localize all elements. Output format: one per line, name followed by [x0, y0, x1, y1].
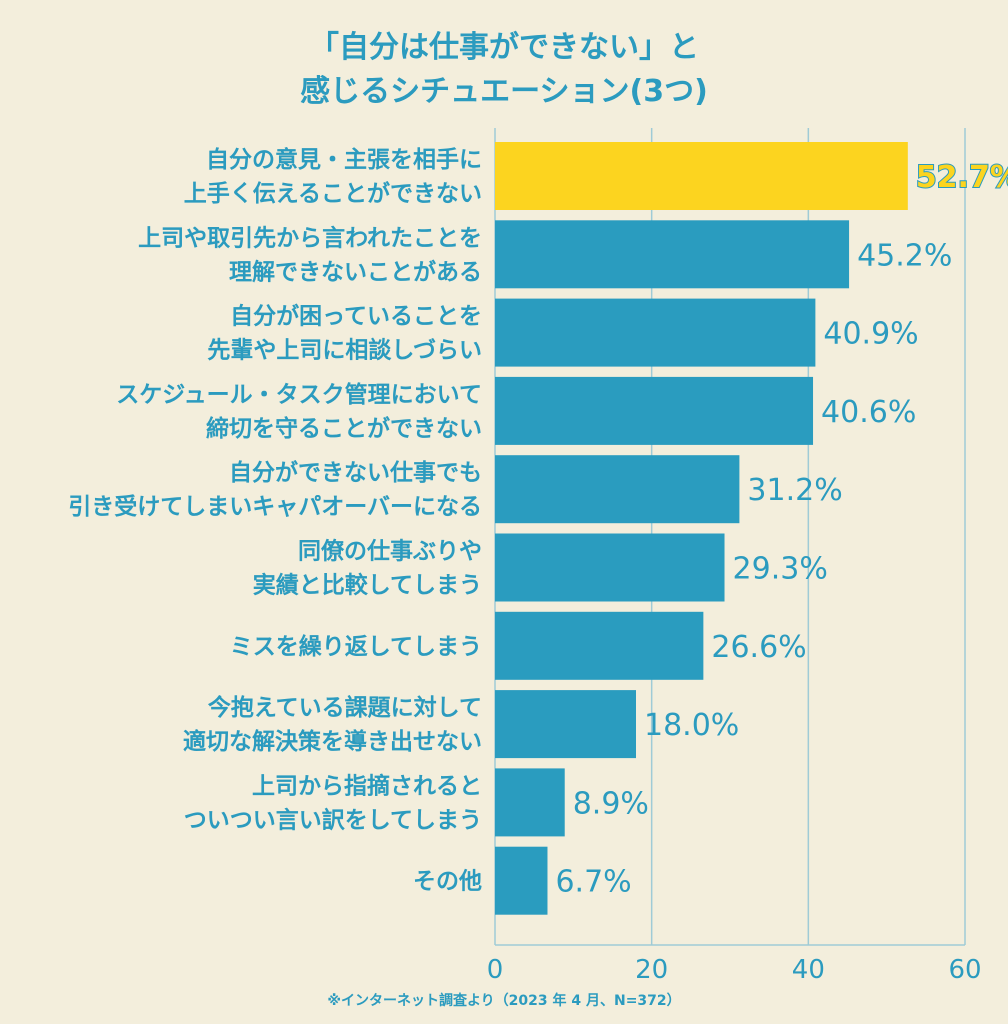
value-label: 40.9% [823, 317, 918, 352]
value-label: 52.7% [916, 160, 1008, 195]
category-label: 上手く伝えることができない [184, 180, 482, 207]
bar [495, 142, 908, 210]
bar [495, 611, 704, 680]
value-label: 29.3% [733, 552, 828, 587]
x-tick-label: 0 [487, 955, 504, 985]
category-label: 自分ができない仕事でも [229, 459, 482, 486]
x-tick-label: 20 [635, 955, 668, 985]
category-label: ついつい言い訳をしてしまう [184, 806, 482, 833]
bar [495, 298, 816, 367]
category-label: 実績と比較してしまう [253, 572, 482, 599]
value-label: 6.7% [555, 865, 631, 900]
category-label: 引き受けてしまいキャパオーバーになる [68, 493, 482, 520]
chart-title-line-2: 感じるシチュエーション(3つ) [300, 74, 708, 109]
bar [495, 690, 636, 759]
category-label: 上司から指摘されると [252, 772, 482, 799]
category-label: 自分の意見・主張を相手に [206, 146, 482, 173]
value-label: 8.9% [573, 786, 649, 821]
category-label: 締切を守ることができない [206, 415, 482, 442]
x-tick-label: 40 [792, 955, 825, 985]
category-label: 先輩や上司に相談しづらい [207, 337, 482, 364]
bar [495, 376, 814, 445]
category-label: 自分が困っていることを [230, 303, 482, 330]
chart-title: 「自分は仕事ができない」と 感じるシチュエーション(3つ) [0, 26, 1008, 114]
category-label: その他 [413, 869, 482, 895]
value-label: 45.2% [857, 238, 952, 273]
value-label: 18.0% [644, 708, 739, 743]
x-tick-label: 60 [948, 955, 981, 985]
value-label: 31.2% [747, 473, 842, 508]
category-label: 上司や取引先から言われたことを [138, 224, 482, 251]
bar [495, 768, 565, 837]
footnote: ※インターネット調査より（2023 年 4 月、N=372） [327, 993, 681, 1009]
value-label: 26.6% [711, 630, 806, 665]
bar [495, 846, 548, 915]
category-label: スケジュール・タスク管理において [116, 381, 482, 408]
category-label: ミスを繰り返してしまう [230, 633, 482, 660]
category-label: 理解できないことがある [229, 258, 482, 285]
chart-title-line-1: 「自分は仕事ができない」と [309, 30, 699, 65]
bar [495, 220, 850, 289]
category-label: 適切な解決策を導き出せない [183, 728, 482, 755]
category-label: 今抱えている課題に対して [208, 694, 482, 721]
bar [495, 455, 740, 524]
bar [495, 533, 725, 602]
category-label: 同僚の仕事ぶりや [298, 538, 482, 565]
value-label: 40.6% [821, 395, 916, 430]
